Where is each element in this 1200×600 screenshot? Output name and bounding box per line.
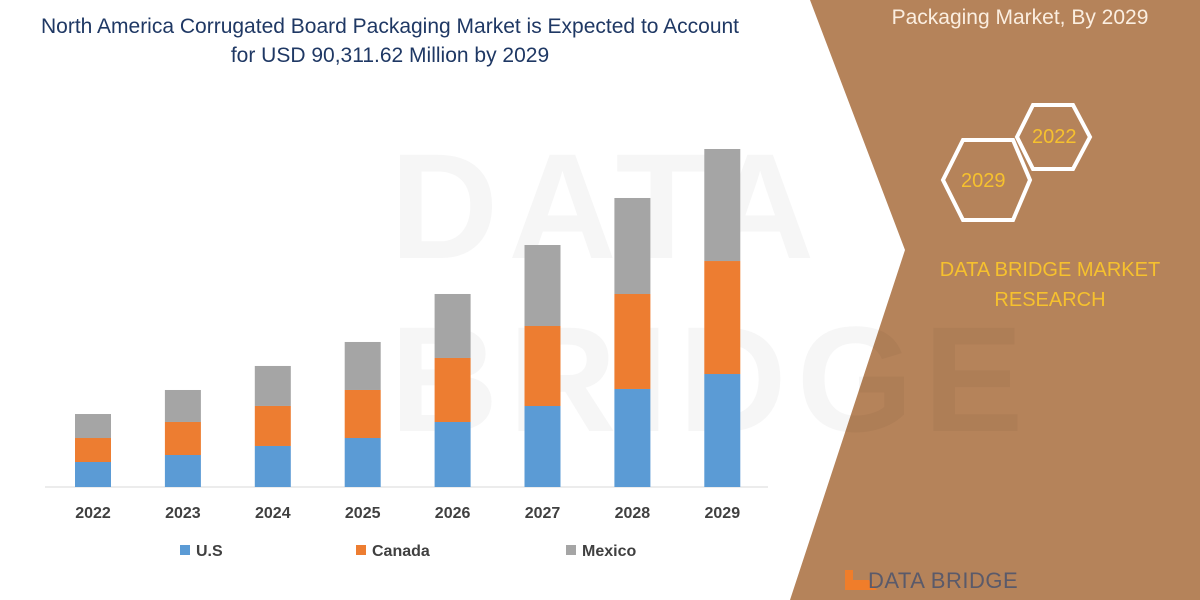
bar-us-2022	[75, 461, 111, 487]
bar-canada-2026	[434, 357, 471, 422]
hexagon-2022	[1014, 103, 1093, 171]
legend-swatch	[356, 545, 366, 555]
bar-canada-2023	[164, 421, 201, 456]
bar-us-2028	[614, 388, 651, 487]
bar-canada-2022	[75, 438, 111, 462]
x-tick-label: 2028	[615, 505, 651, 522]
brand-text: DATA BRIDGE MARKET RESEARCH	[939, 259, 1161, 311]
side-panel-title: Packaging Market, By 2029	[891, 6, 1149, 29]
x-tick-label: 2024	[255, 505, 291, 522]
bar-mexico-2024	[254, 365, 291, 406]
logo-text: DATA BRIDGE	[868, 568, 1019, 593]
bar-us-2029	[704, 374, 741, 487]
bar-canada-2025	[344, 389, 381, 439]
bar-canada-2027	[524, 325, 561, 407]
hexagon-2029	[940, 138, 1033, 222]
hex-year-2029: 2029	[961, 170, 1006, 192]
bar-us-2026	[434, 421, 471, 487]
bar-us-2025	[344, 438, 381, 487]
x-tick-label: 2022	[75, 505, 111, 522]
bar-mexico-2026	[434, 293, 471, 358]
bar-canada-2024	[254, 405, 291, 446]
x-tick-label: 2029	[705, 505, 741, 522]
x-tick-label: 2023	[165, 505, 201, 522]
bar-mexico-2025	[344, 341, 381, 390]
x-tick-label: 2026	[435, 505, 471, 522]
legend-swatch	[566, 545, 576, 555]
x-tick-label: 2025	[345, 505, 381, 522]
bar-mexico-2022	[75, 414, 111, 439]
bar-us-2024	[254, 445, 291, 487]
legend-label: Mexico	[582, 543, 636, 560]
legend-label: Canada	[372, 543, 430, 560]
bar-mexico-2029	[704, 149, 741, 262]
bar-canada-2029	[704, 261, 741, 375]
stacked-bar-chart: 2022 2023 2024 2025 2026 2027 2028 2029 U.S Canad…	[45, 149, 768, 560]
bar-us-2027	[524, 406, 561, 487]
bar-canada-2028	[614, 293, 651, 389]
bar-us-2023	[164, 455, 201, 487]
logo-icon	[845, 570, 877, 590]
bar-mexico-2027	[524, 245, 561, 326]
legend-label: U.S	[196, 543, 223, 560]
x-tick-label: 2027	[525, 505, 561, 522]
bar-mexico-2028	[614, 197, 651, 294]
hex-year-2022: 2022	[1032, 126, 1077, 148]
bar-mexico-2023	[164, 389, 201, 422]
chart-title: North America Corrugated Board Packaging…	[40, 15, 740, 67]
legend-swatch	[180, 545, 190, 555]
